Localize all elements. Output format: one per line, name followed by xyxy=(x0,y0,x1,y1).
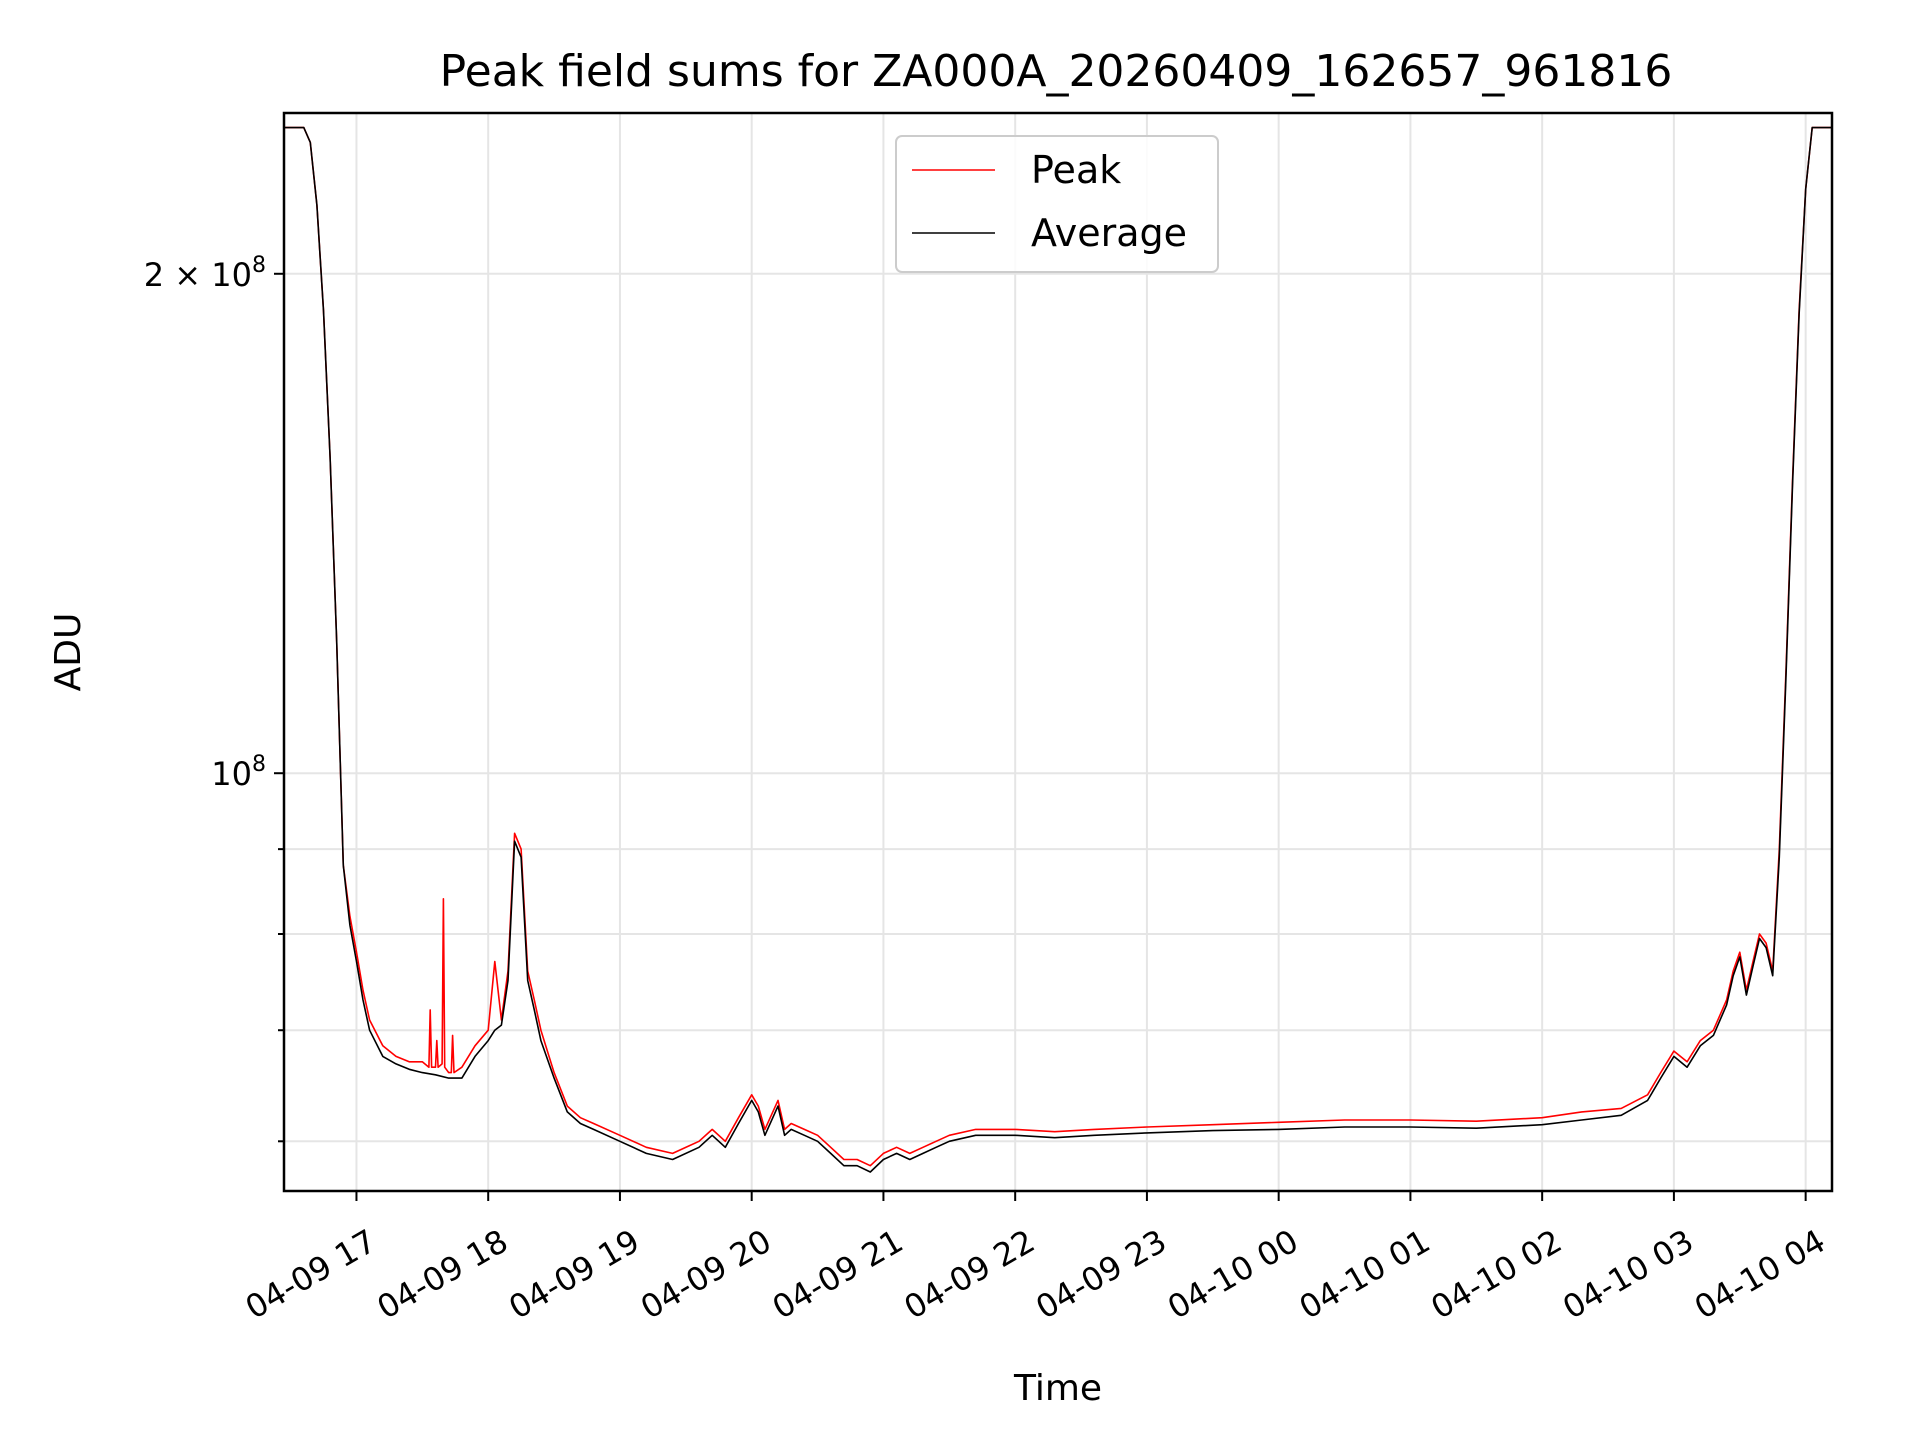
y-axis-label: ADU xyxy=(48,613,89,692)
plot-frame xyxy=(282,111,1834,1193)
grid-layer xyxy=(284,113,1832,1191)
chart-title: Peak field sums for ZA000A_20260409_1626… xyxy=(440,46,1673,97)
legend: Peak Average xyxy=(895,135,1219,273)
series-line-average xyxy=(284,126,1832,1173)
series-line-peak xyxy=(284,126,1832,1167)
series-layer xyxy=(284,126,1832,1173)
legend-label-peak: Peak xyxy=(1031,148,1121,192)
x-axis-label: Time xyxy=(1013,1368,1102,1409)
y-tick-label: 108 xyxy=(211,752,266,793)
y-tick-label: 2 × 108 xyxy=(144,253,266,294)
legend-label-average: Average xyxy=(1031,211,1187,255)
